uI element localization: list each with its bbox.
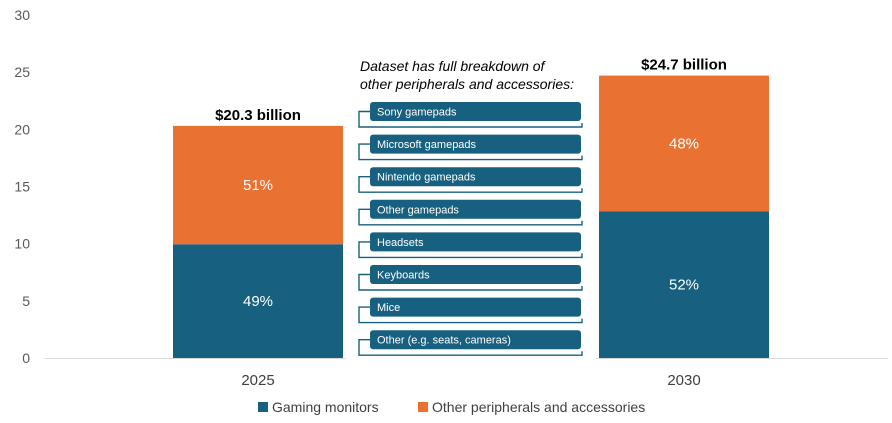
bar-segment <box>599 211 769 358</box>
breakdown-item-label: Keyboards <box>377 270 430 282</box>
bar-total-label: $24.7 billion <box>641 57 727 74</box>
y-tick-label: 25 <box>14 64 30 80</box>
breakdown-item-bracket <box>358 143 583 161</box>
x-tick-label: 2030 <box>667 372 700 389</box>
breakdown-item-bracket <box>358 306 583 324</box>
breakdown-item-box <box>370 102 581 121</box>
breakdown-item-box <box>370 330 581 350</box>
breakdown-item-label: Nintendo gamepads <box>377 172 476 184</box>
legend-swatch <box>418 402 428 412</box>
bar-segment <box>173 244 343 358</box>
breakdown-item-bracket <box>358 208 583 226</box>
bars: 49% 51% $20.3 billion 2025 52% 48% $24.7 billi… <box>173 57 769 389</box>
breakdown-item-box <box>370 134 581 154</box>
breakdown-item-label: Other gamepads <box>377 204 459 216</box>
breakdown-item-label: Headsets <box>377 237 424 249</box>
segment-label: 51% <box>243 177 273 194</box>
breakdown-annotation: Dataset has full breakdown of other perip… <box>346 52 596 360</box>
bar-total-label: $20.3 billion <box>215 107 301 124</box>
breakdown-item-bracket <box>358 241 583 259</box>
bar-segment <box>599 75 769 212</box>
x-tick-label: 2025 <box>241 372 274 389</box>
breakdown-item-box <box>370 199 581 219</box>
legend-label: Other peripherals and accessories <box>432 399 645 415</box>
breakdown-item-label: Mice <box>377 302 400 314</box>
y-tick-label: 15 <box>14 179 30 195</box>
segment-label: 52% <box>669 277 699 294</box>
y-tick-label: 5 <box>22 293 30 309</box>
y-tick-label: 20 <box>14 121 30 137</box>
breakdown-item-bracket <box>358 110 583 128</box>
annotation-text: Dataset has full breakdown of <box>360 58 547 74</box>
segment-label: 49% <box>243 293 273 310</box>
y-tick-label: 0 <box>22 350 30 366</box>
legend: Gaming monitors Other peripherals and acc… <box>258 399 645 415</box>
y-axis-ticks: 0 5 10 15 20 25 30 <box>14 7 30 366</box>
bar-segment <box>173 125 343 245</box>
breakdown-item-box <box>370 232 581 252</box>
y-tick-label: 30 <box>14 7 30 23</box>
breakdown-item-box <box>370 167 581 187</box>
legend-label: Gaming monitors <box>272 399 379 415</box>
breakdown-item-box <box>370 265 581 284</box>
breakdown-item-label: Other (e.g. seats, cameras) <box>377 335 511 347</box>
breakdown-item-label: Sony gamepads <box>377 107 457 119</box>
annotation-text: other peripherals and accessories: <box>360 76 574 92</box>
breakdown-item-label: Microsoft gamepads <box>377 139 477 151</box>
breakdown-item-bracket <box>358 273 583 291</box>
y-tick-label: 10 <box>14 236 30 252</box>
legend-swatch <box>258 402 268 412</box>
segment-label: 48% <box>669 135 699 152</box>
breakdown-item-box <box>370 297 581 317</box>
breakdown-item-bracket <box>358 339 583 356</box>
breakdown-item-bracket <box>358 176 583 193</box>
